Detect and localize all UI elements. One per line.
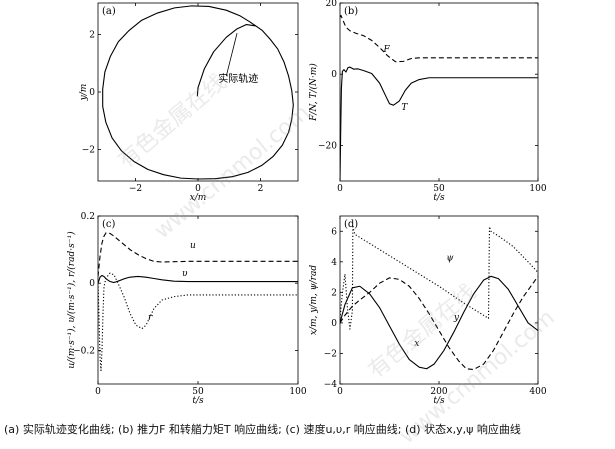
y-tick-label: 0	[89, 279, 95, 289]
chart-panel-a: −2 0 2 −2 0 2 x/m y/m (a) 实际轨迹	[79, 2, 299, 203]
y-tick-label: 20	[326, 0, 338, 9]
series-group	[340, 226, 538, 371]
panel-label: (c)	[102, 219, 116, 230]
x-tick-label: 100	[289, 387, 306, 397]
y-tick-label: 0.2	[81, 212, 95, 222]
series-line-T	[340, 66, 538, 181]
y-tick-label: 2	[89, 31, 95, 41]
y-tick-label: 0	[331, 319, 337, 329]
panel-label: (d)	[344, 219, 358, 230]
y-axis-label: y/m	[79, 84, 89, 102]
series-group	[102, 5, 294, 180]
series-line-x	[340, 275, 538, 370]
y-tick-label: −20	[318, 141, 337, 151]
y-tick-label: −2	[82, 145, 95, 155]
y-tick-label: 0	[331, 70, 337, 80]
series-line-trajectory	[102, 5, 294, 180]
series-label-r: r	[148, 313, 153, 323]
trajectory-annotation: 实际轨迹	[218, 72, 258, 85]
series-group	[98, 232, 298, 372]
figure-caption: (a) 实际轨迹变化曲线; (b) 推力F 和转艏力矩T 响应曲线; (c) 速…	[4, 423, 521, 436]
series-label-u: u	[190, 241, 196, 251]
series-label-ψ: ψ	[446, 253, 454, 263]
x-axis-label: t/s	[433, 193, 445, 203]
x-tick-label: 2	[258, 184, 264, 194]
series-label-T: T	[401, 103, 408, 113]
series-label-x: x	[414, 339, 419, 349]
panel-label: (b)	[344, 6, 358, 17]
y-tick-label: 4	[331, 258, 337, 268]
y-axis-label: u/(m·s⁻¹), υ/(m·s⁻¹), r/(rad·s⁻¹)	[66, 231, 77, 369]
series-label-F: F	[383, 45, 391, 55]
chart-panel-b: 0 50 100 −20 0 20 t/s F/N, T/(N·m) (b) F T	[308, 0, 547, 203]
y-tick-label: 2	[331, 288, 337, 298]
x-tick-label: 100	[529, 184, 546, 194]
x-tick-label: 50	[192, 387, 204, 397]
series-line-ψ	[340, 226, 538, 330]
x-tick-label: 50	[433, 184, 445, 194]
series-line-u	[98, 232, 298, 277]
panel-label: (a)	[102, 6, 116, 17]
y-tick-label: −2	[324, 349, 337, 359]
y-tick-label: −4	[324, 380, 338, 390]
annotation-pointer	[225, 33, 238, 77]
series-label-y: y	[453, 313, 460, 323]
y-tick-label: −0.2	[73, 346, 95, 356]
series-line-F	[340, 14, 538, 63]
x-tick-label: −2	[129, 184, 142, 194]
series-line-υ	[98, 274, 298, 284]
x-tick-label: 0	[337, 387, 343, 397]
x-tick-label: 0	[337, 184, 343, 194]
y-axis-label: F/N, T/(N·m)	[308, 63, 319, 122]
x-tick-label: 200	[430, 387, 447, 397]
plot-frame	[339, 215, 539, 385]
chart-panel-d: 0 200 400 −4 −2 0 2 4 6 t/s x/m, y/m, ψ/rad (d) ψ y x	[309, 215, 547, 406]
x-axis-label: t/s	[192, 396, 204, 406]
x-axis-label: x/m	[190, 193, 207, 203]
x-tick-label: 0	[195, 184, 201, 194]
x-axis-label: t/s	[433, 396, 445, 406]
y-tick-label: 6	[331, 227, 337, 237]
series-group	[340, 14, 538, 181]
y-axis-label: x/m, y/m, ψ/rad	[309, 265, 319, 335]
chart-panel-c: 0 50 100 −0.2 0 0.2 t/s u/(m·s⁻¹), υ/(m·s⁻¹), r…	[66, 212, 307, 406]
plot-frame	[97, 215, 299, 385]
series-line-r	[98, 272, 298, 372]
series-label-υ: υ	[182, 269, 188, 279]
plot-frame	[339, 2, 539, 182]
x-tick-label: 0	[95, 387, 101, 397]
x-tick-label: 400	[529, 387, 546, 397]
y-tick-label: 0	[89, 88, 95, 98]
